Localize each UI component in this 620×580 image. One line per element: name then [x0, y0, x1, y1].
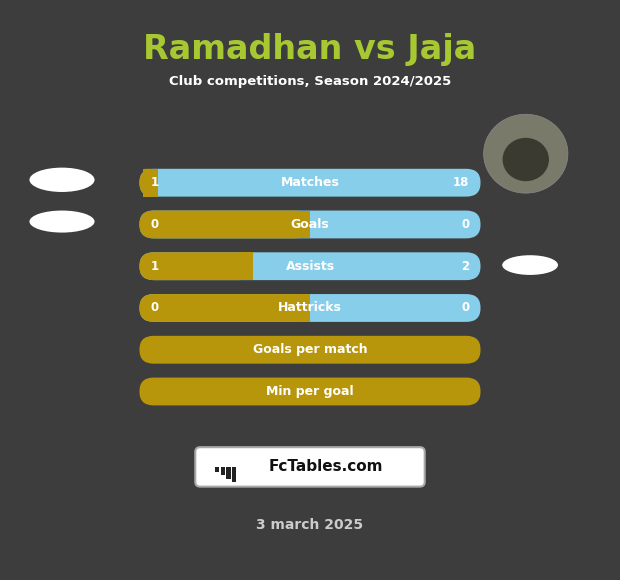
Circle shape: [503, 138, 549, 181]
Text: 0: 0: [151, 302, 159, 314]
Text: Matches: Matches: [281, 176, 339, 189]
Text: 18: 18: [453, 176, 469, 189]
FancyBboxPatch shape: [140, 294, 310, 322]
Text: 1: 1: [151, 260, 159, 273]
FancyBboxPatch shape: [140, 211, 480, 238]
Bar: [296, 294, 310, 322]
Bar: [296, 211, 310, 238]
FancyBboxPatch shape: [140, 294, 480, 322]
Text: 0: 0: [461, 302, 469, 314]
FancyBboxPatch shape: [140, 252, 253, 280]
Text: 2: 2: [461, 260, 469, 273]
FancyBboxPatch shape: [140, 169, 157, 197]
Text: 0: 0: [151, 218, 159, 231]
Text: 1: 1: [151, 176, 159, 189]
FancyBboxPatch shape: [140, 169, 480, 197]
Text: Goals: Goals: [291, 218, 329, 231]
Bar: [226, 467, 231, 478]
Text: Ramadhan vs Jaja: Ramadhan vs Jaja: [143, 33, 477, 66]
Bar: [215, 467, 219, 472]
Text: Min per goal: Min per goal: [266, 385, 354, 398]
Ellipse shape: [30, 211, 95, 233]
Bar: [143, 169, 157, 197]
FancyBboxPatch shape: [140, 336, 480, 364]
Text: Club competitions, Season 2024/2025: Club competitions, Season 2024/2025: [169, 75, 451, 88]
FancyBboxPatch shape: [195, 447, 425, 487]
Text: Goals per match: Goals per match: [253, 343, 367, 356]
Bar: [221, 467, 225, 475]
Ellipse shape: [502, 255, 558, 275]
Bar: [239, 252, 253, 280]
FancyBboxPatch shape: [140, 378, 480, 405]
Ellipse shape: [30, 168, 95, 192]
FancyBboxPatch shape: [140, 211, 310, 238]
Text: Hattricks: Hattricks: [278, 302, 342, 314]
Text: 3 march 2025: 3 march 2025: [257, 518, 363, 532]
Circle shape: [484, 114, 568, 193]
Text: Assists: Assists: [285, 260, 335, 273]
Bar: [232, 467, 236, 482]
Text: 0: 0: [461, 218, 469, 231]
Text: FcTables.com: FcTables.com: [268, 459, 383, 474]
FancyBboxPatch shape: [140, 252, 480, 280]
